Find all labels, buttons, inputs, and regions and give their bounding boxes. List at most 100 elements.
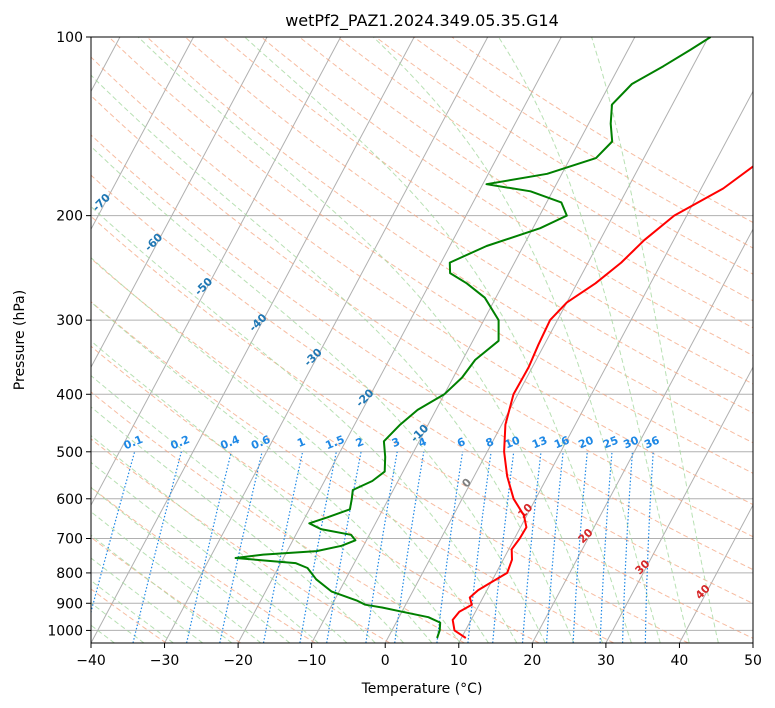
dry-adiabat-line [222, 37, 753, 385]
mixing-ratio-line [132, 451, 182, 643]
dry-adiabat-line [91, 536, 242, 643]
dry-adiabat-line [91, 345, 540, 643]
profile-lines [234, 37, 753, 639]
mixing-ratio-label: 13 [530, 434, 549, 452]
dry-adiabat-line [146, 37, 753, 444]
moist-adiabat-line [91, 205, 518, 643]
background-lines [91, 37, 753, 643]
moist-adiabat-line [244, 37, 632, 643]
mixing-ratio-line [644, 451, 654, 643]
dry-adiabat-line [375, 37, 753, 275]
mixing-ratio-line [262, 451, 304, 643]
moist-adiabat-line [91, 340, 433, 643]
mixing-ratio-label: 16 [552, 434, 571, 452]
dry-adiabat-line [91, 486, 316, 643]
dry-adiabat-line [91, 391, 465, 643]
x-tick-label: 20 [523, 653, 541, 669]
dry-adiabat-line [91, 134, 753, 571]
mixing-ratio-line [91, 451, 136, 615]
dry-adiabat-line [91, 257, 689, 643]
x-tick-label: 50 [744, 653, 762, 669]
mixing-ratio-line [219, 451, 263, 643]
dry-adiabat-line [91, 215, 753, 639]
mixing-ratio-line [546, 451, 564, 643]
isotherm-line [91, 37, 194, 231]
mixing-ratio-label: 1 [295, 435, 307, 450]
x-tick-label: −30 [150, 653, 180, 669]
isotherm-line [164, 37, 489, 643]
isotherm-line [531, 228, 753, 643]
moist-adiabat-line [91, 461, 319, 643]
isotherm-line [679, 504, 753, 643]
isotherm-line [311, 37, 636, 643]
x-tick-label: 0 [381, 653, 390, 669]
isotherm-label: -80 [35, 156, 58, 179]
mixing-ratio-line [621, 451, 633, 643]
dry-adiabat-line [91, 56, 753, 506]
y-tick-label: 900 [56, 596, 83, 612]
mixing-ratio-line [572, 451, 588, 643]
x-tick-label: −40 [76, 653, 106, 669]
temperature-profile-line [451, 165, 753, 639]
y-tick-label: 600 [56, 492, 83, 508]
y-tick-label: 300 [56, 313, 83, 329]
mixing-ratio-line [599, 451, 613, 643]
dry-adiabat-line [91, 94, 753, 538]
moist-adiabat-line [91, 557, 204, 643]
y-tick-label: 400 [56, 387, 83, 403]
dry-adiabat-line [260, 37, 753, 357]
mixing-ratio-line [436, 451, 464, 643]
dry-adiabat-line [337, 37, 753, 302]
dry-adiabat-line [451, 37, 753, 224]
mixing-ratio-label: 0.6 [249, 433, 272, 452]
x-tick-label: −10 [297, 653, 327, 669]
y-axis-label: Pressure (hPa) [12, 290, 28, 390]
moist-adiabat-line [91, 406, 376, 643]
mixing-ratio-label: 3 [390, 435, 402, 450]
isotherm-line [91, 37, 268, 369]
isotherm-line [752, 641, 753, 643]
y-tick-label: 200 [56, 209, 83, 225]
moist-adiabat-line [91, 374, 404, 643]
x-tick-label: 40 [671, 653, 689, 669]
mixing-ratio-label: 0.4 [219, 433, 242, 452]
mixing-ratio-label: 36 [642, 434, 661, 452]
isotherm-line [458, 90, 753, 643]
x-tick-label: 10 [450, 653, 468, 669]
moist-adiabat-line [91, 511, 262, 643]
moist-adiabat-line [591, 37, 719, 643]
mixing-ratio-label: 2 [354, 435, 366, 450]
x-axis-label: Temperature (°C) [361, 681, 483, 697]
y-tick-label: 1000 [47, 623, 83, 639]
moist-adiabat-line [91, 257, 489, 643]
mixing-ratio-line [492, 451, 515, 643]
mixing-ratio-label: 25 [601, 434, 620, 452]
moist-adiabat-line [91, 145, 546, 643]
isotherm-line [91, 37, 342, 507]
mixing-ratio-line [186, 451, 232, 643]
isotherm-line [384, 37, 709, 643]
x-tick-label: −20 [223, 653, 253, 669]
isotherm-label: 0 [459, 476, 474, 491]
isotherm-line [91, 37, 415, 643]
mixing-ratio-label: 10 [503, 434, 522, 452]
dry-adiabat-line [299, 37, 753, 329]
chart-title: wetPf2_PAZ1.2024.349.05.35.G14 [285, 11, 559, 31]
y-tick-label: 700 [56, 532, 83, 548]
mixing-ratio-line [521, 451, 542, 643]
isopleth-labels: 0.10.20.40.611.52346810131620253036-100-… [0, 124, 713, 602]
y-tick-label: 800 [56, 566, 83, 582]
mixing-ratio-label: 1.5 [324, 433, 347, 452]
dewpoint-profile-line [234, 37, 712, 639]
moist-adiabat-line [498, 37, 690, 643]
mixing-ratio-label: 0.1 [122, 433, 145, 452]
mixing-ratio-label: 30 [622, 434, 641, 452]
y-tick-label: 500 [56, 445, 83, 461]
isotherm-label: -90 [0, 124, 2, 147]
moist-adiabat-line [372, 37, 661, 643]
moist-adiabat-line [91, 301, 461, 643]
isotherm-line [605, 366, 753, 643]
mixing-ratio-label: 8 [484, 435, 496, 450]
